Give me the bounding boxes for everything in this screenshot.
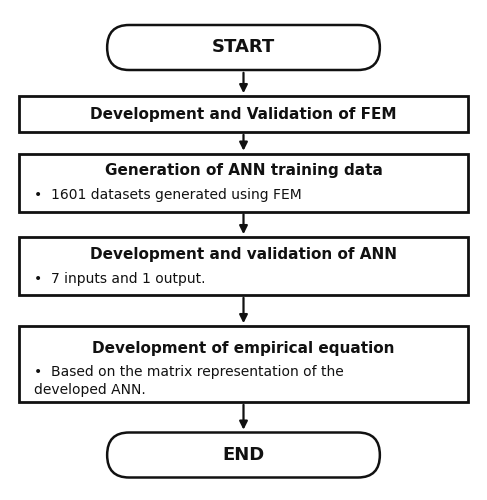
Text: END: END xyxy=(223,446,264,464)
Text: Development and validation of ANN: Development and validation of ANN xyxy=(90,247,397,262)
Text: •  7 inputs and 1 output.: • 7 inputs and 1 output. xyxy=(34,272,206,286)
FancyBboxPatch shape xyxy=(107,25,380,70)
Text: START: START xyxy=(212,38,275,56)
FancyBboxPatch shape xyxy=(19,326,468,402)
FancyBboxPatch shape xyxy=(107,432,380,478)
Text: Generation of ANN training data: Generation of ANN training data xyxy=(105,164,382,178)
Text: Development of empirical equation: Development of empirical equation xyxy=(92,342,395,356)
FancyBboxPatch shape xyxy=(19,154,468,212)
FancyBboxPatch shape xyxy=(19,237,468,295)
Text: •  Based on the matrix representation of the
developed ANN.: • Based on the matrix representation of … xyxy=(34,364,344,397)
Text: Development and Validation of FEM: Development and Validation of FEM xyxy=(90,106,397,122)
FancyBboxPatch shape xyxy=(19,96,468,132)
Text: •  1601 datasets generated using FEM: • 1601 datasets generated using FEM xyxy=(34,188,302,202)
